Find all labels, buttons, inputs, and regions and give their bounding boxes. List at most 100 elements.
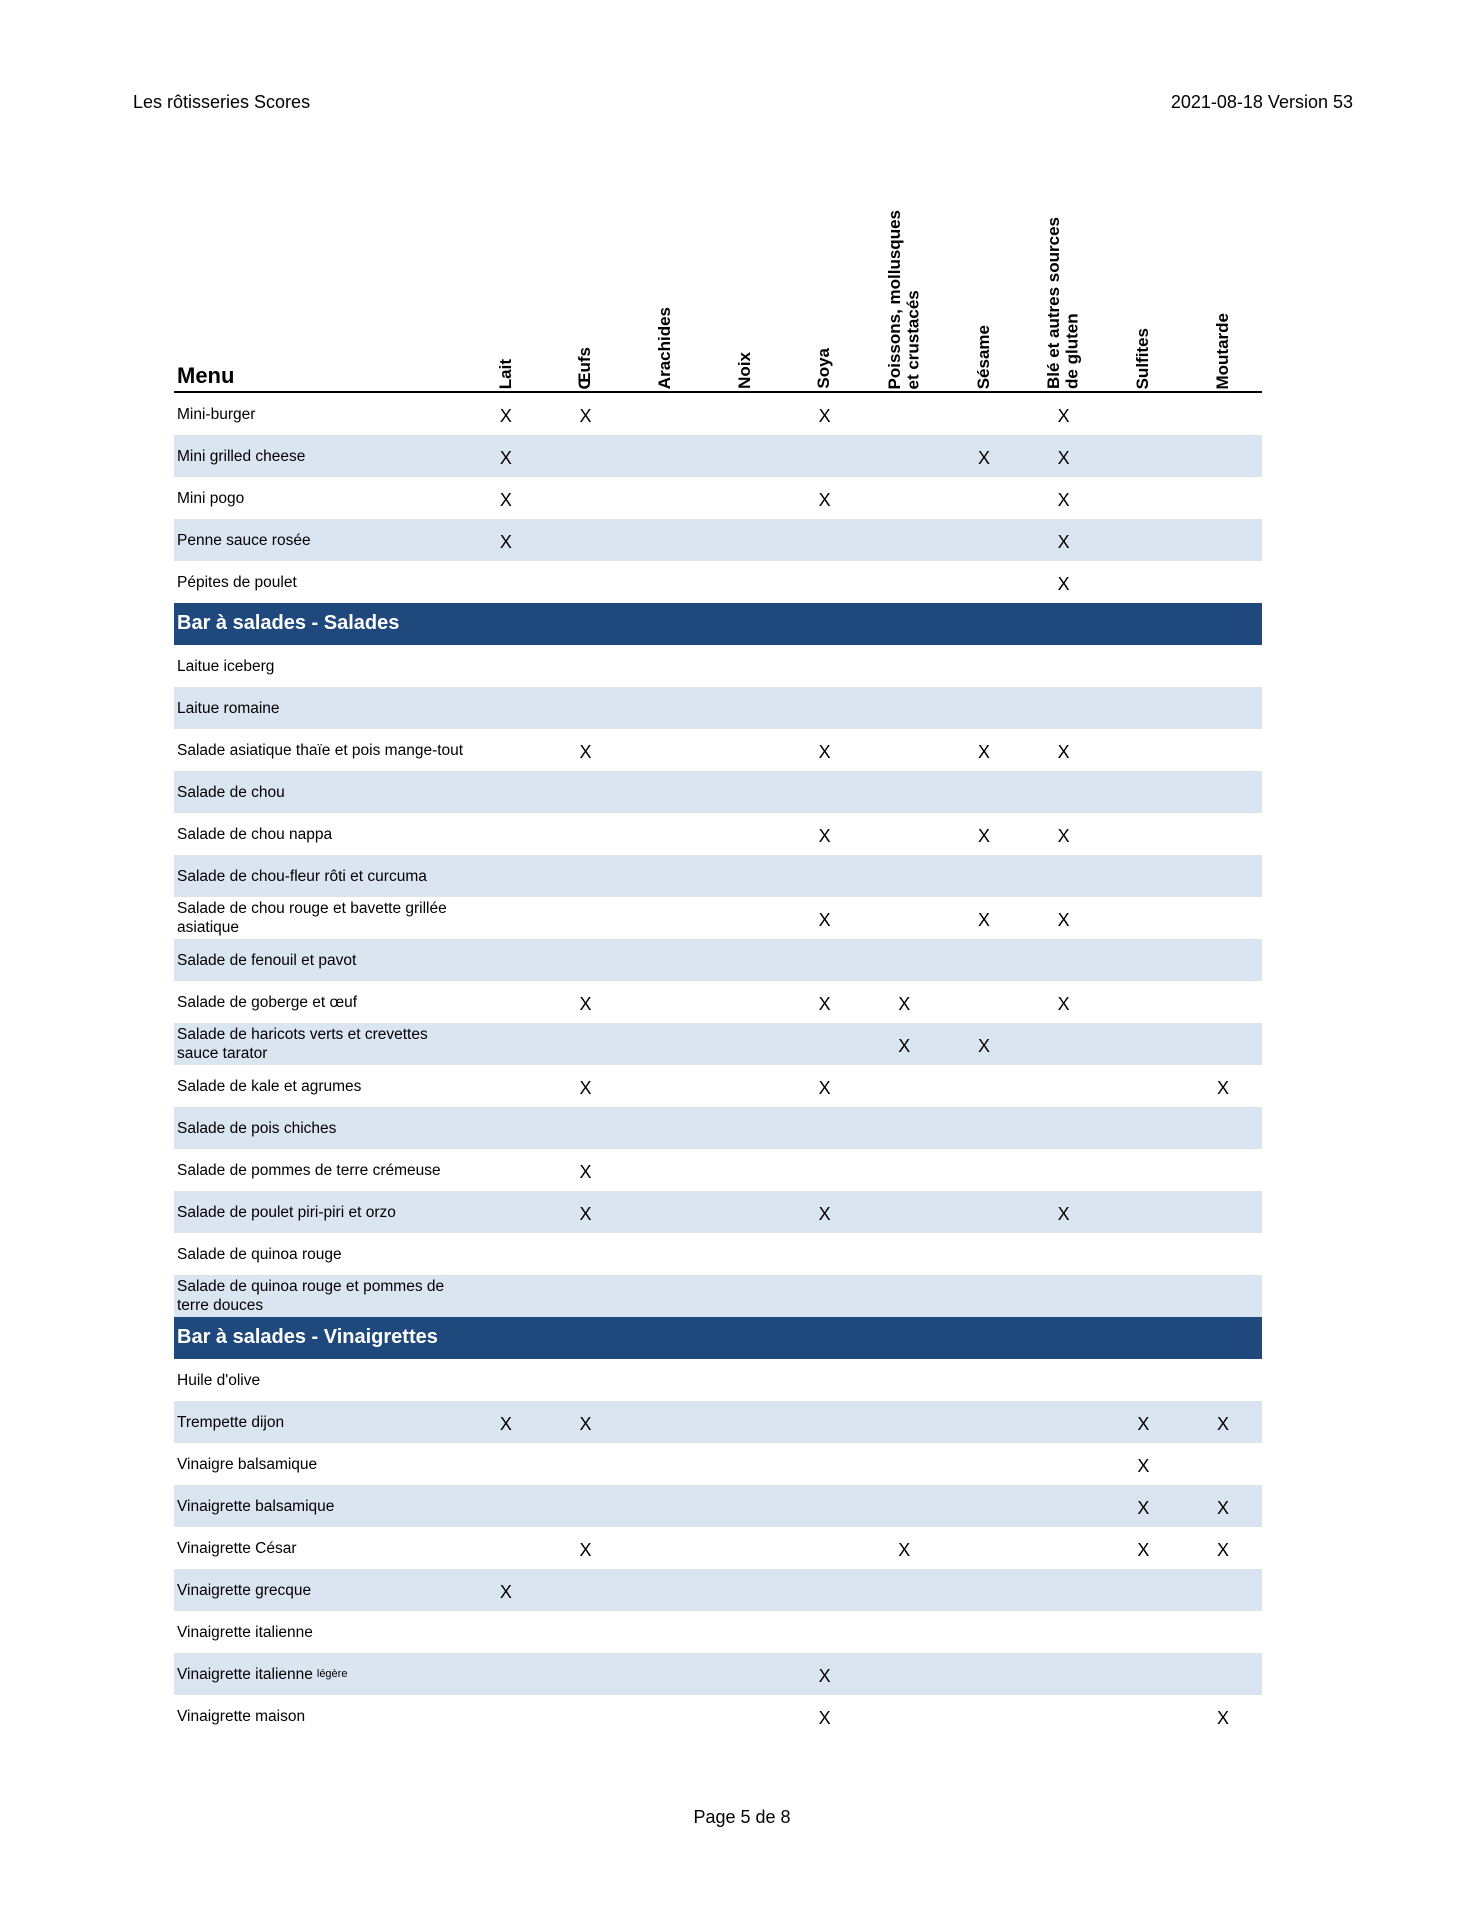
column-header-label: Œufs [575, 346, 595, 390]
menu-item-name: Salade de poulet piri-piri et orzo [174, 1191, 467, 1233]
allergen-mark: X [898, 1540, 911, 1560]
allergen-mark [1183, 1023, 1263, 1065]
allergen-mark [785, 1149, 865, 1191]
allergen-mark [864, 939, 944, 981]
table-row: Salade de chou rouge et bavette grillée … [174, 897, 1262, 939]
allergen-mark [625, 645, 705, 687]
allergen-mark [625, 1401, 705, 1443]
allergen-mark: X [1057, 448, 1070, 468]
allergen-mark [864, 1359, 944, 1401]
allergen-mark [1104, 1023, 1184, 1065]
column-header-label: Sulfites [1133, 327, 1153, 389]
allergen-mark: X [977, 826, 990, 846]
allergen-mark [1183, 1569, 1263, 1611]
allergen-mark [466, 1107, 546, 1149]
allergen-mark [785, 1275, 865, 1317]
column-header: Soya [785, 184, 865, 389]
allergen-mark [1104, 1191, 1184, 1233]
allergen-mark [705, 1443, 785, 1485]
menu-item-label: Laitue iceberg [177, 657, 275, 675]
allergen-mark [1104, 393, 1184, 435]
allergen-mark: X [1137, 1540, 1150, 1560]
section-header: Bar à salades - Salades [174, 603, 1262, 645]
allergen-mark [625, 1695, 705, 1737]
menu-item-label: Vinaigrette maison [177, 1707, 306, 1725]
allergen-mark [864, 519, 944, 561]
menu-item-label: Salade asiatique thaïe et pois mange-tou… [177, 741, 464, 759]
allergen-mark [1104, 1359, 1184, 1401]
allergen-mark [625, 1233, 705, 1275]
allergen-mark [1104, 1611, 1184, 1653]
allergen-mark [1024, 1023, 1104, 1065]
allergen-mark [705, 1107, 785, 1149]
allergen-mark [1183, 1107, 1263, 1149]
allergen-mark [546, 519, 626, 561]
menu-item-name: Huile d'olive [174, 1359, 467, 1401]
table-row: Vinaigrette grecque X [174, 1569, 1262, 1611]
menu-item-name: Salade de chou nappa [174, 813, 467, 855]
allergen-mark [1104, 519, 1184, 561]
allergen-mark [944, 771, 1024, 813]
allergen-mark [785, 435, 865, 477]
allergen-mark [944, 939, 1024, 981]
allergen-mark [1104, 1695, 1184, 1737]
allergen-mark [1183, 855, 1263, 897]
allergen-mark: X [818, 1204, 831, 1224]
menu-item-label: Vinaigrette italienne [177, 1665, 313, 1683]
allergen-mark [785, 687, 865, 729]
allergen-mark [705, 981, 785, 1023]
allergen-mark [864, 477, 944, 519]
allergen-mark [705, 1653, 785, 1695]
allergen-mark [1104, 813, 1184, 855]
allergen-mark [944, 1527, 1024, 1569]
allergen-mark [625, 561, 705, 603]
menu-item-name: Salade de chou-fleur rôti et curcuma [174, 855, 467, 897]
menu-item-name: Vinaigrette italienne légère [174, 1653, 467, 1695]
allergen-mark [785, 519, 865, 561]
allergen-mark [625, 1485, 705, 1527]
allergen-mark [546, 1359, 626, 1401]
allergen-mark [785, 561, 865, 603]
allergen-mark: X [1057, 910, 1070, 930]
allergen-mark: X [579, 994, 592, 1014]
allergen-mark [705, 939, 785, 981]
menu-item-label: Salade de poulet piri-piri et orzo [177, 1203, 396, 1221]
allergen-mark [625, 897, 705, 939]
table-row: Vinaigre balsamique X [174, 1443, 1262, 1485]
table-row: Salade de chou-fleur rôti et curcuma [174, 855, 1262, 897]
allergen-mark [546, 477, 626, 519]
allergen-mark [1183, 771, 1263, 813]
menu-item-note: légère [316, 1667, 348, 1680]
allergen-mark: X [1057, 532, 1070, 552]
section-header: Bar à salades - Vinaigrettes [174, 1317, 1262, 1359]
allergen-mark [546, 1023, 626, 1065]
menu-item-label: Salade de pommes de terre crémeuse [177, 1161, 441, 1179]
table-row: Vinaigrette César X X X X [174, 1527, 1262, 1569]
allergen-mark [1183, 1233, 1263, 1275]
allergen-mark: X [499, 532, 512, 552]
allergen-mark [546, 897, 626, 939]
menu-item-label: Salade de quinoa rouge et pommes de terr… [177, 1278, 445, 1314]
table-header: Menu Lait Œufs Arachides Noix Soya Poissons, … [174, 180, 1262, 393]
allergen-mark [625, 1359, 705, 1401]
column-header: Noix [705, 184, 785, 389]
allergen-mark [864, 435, 944, 477]
menu-item-name: Vinaigrette italienne [174, 1611, 467, 1653]
allergen-mark [466, 813, 546, 855]
menu-item-label: Laitue romaine [177, 699, 280, 717]
column-header: Poissons, mollusques et crustacés [865, 184, 945, 390]
allergen-mark: X [1057, 490, 1070, 510]
allergen-mark [864, 687, 944, 729]
allergen-mark [944, 1401, 1024, 1443]
allergen-mark [625, 855, 705, 897]
allergen-mark [705, 687, 785, 729]
page-number: Page 5 de 8 [693, 1807, 791, 1827]
allergen-mark [546, 1107, 626, 1149]
allergen-mark [1104, 645, 1184, 687]
allergen-mark [625, 1443, 705, 1485]
menu-item-name: Salade de goberge et œuf [174, 981, 467, 1023]
menu-item-label: Salade de chou-fleur rôti et curcuma [177, 867, 427, 885]
table-row: Salade de kale et agrumes X X X [174, 1065, 1262, 1107]
allergen-mark: X [818, 1708, 831, 1728]
menu-item-name: Salade de fenouil et pavot [174, 939, 467, 981]
